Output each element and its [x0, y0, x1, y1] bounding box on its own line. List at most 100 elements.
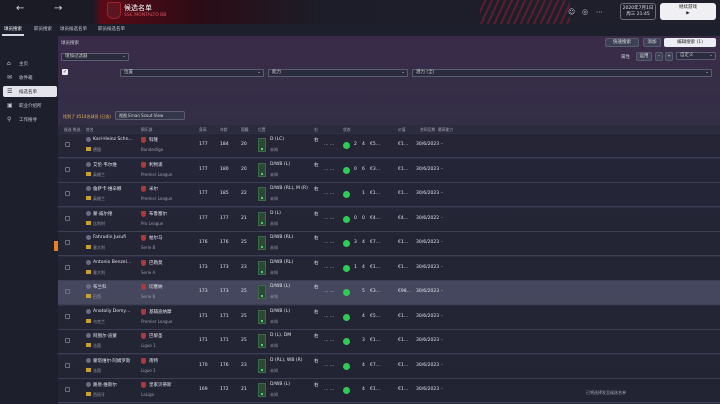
player-name[interactable]: 詹萨卡·维辛娜 [93, 187, 122, 192]
position-pitch-icon [258, 138, 266, 152]
row-checkbox[interactable] [65, 387, 70, 392]
globe-icon[interactable]: ◎ [582, 8, 589, 16]
quick-search-button[interactable]: 快速搜索 [605, 38, 639, 47]
table-row[interactable]: Anatoliy Demy… 乌克兰 基辅迪纳摩 Premier League 171 1… [58, 305, 720, 330]
potential-filter[interactable]: 潜力 (全) ⌄ [412, 69, 712, 77]
sidebar-item-job-search[interactable]: ⚲ 工作搜寻 [3, 114, 57, 125]
plus-button[interactable]: + [665, 52, 673, 61]
minus-button[interactable]: – [655, 52, 663, 61]
menu-icon[interactable]: ⋯ [596, 8, 603, 16]
sidebar-item-home[interactable]: ⌂ 主页 [3, 58, 57, 69]
row-checkbox[interactable] [65, 289, 70, 294]
col-height[interactable]: 身高 [199, 126, 207, 132]
table-row[interactable]: 蒙·威尔德 比利时 布鲁塞尔 Pro League 177 177 21 D (L) 未知 右 … … [58, 207, 720, 232]
tab-staff-search[interactable]: 职员搜索 [34, 27, 52, 32]
col-value[interactable]: 价值 [398, 126, 406, 132]
col-name[interactable]: 姓名 [86, 126, 94, 132]
club-name[interactable]: 布鲁塞尔 [149, 211, 167, 217]
view-dropdown[interactable]: 视图 Ernan Scout View [115, 111, 185, 120]
continue-button[interactable]: 继续游戏 ▶ [660, 3, 716, 20]
add-button[interactable]: 添加 [643, 38, 661, 47]
player-name[interactable]: 布兰科 [93, 285, 107, 290]
tab-player-shortlist[interactable]: 球员候选名单 [60, 27, 87, 32]
position-value: D/WB (L) [270, 284, 290, 289]
table-row[interactable]: 詹萨卡·维辛娜 英格兰 米尔 Premier League 177 185 22 D/WB (… [58, 183, 720, 207]
table-row[interactable]: Karl-Heinz Schn… 德国 科隆 Bundesliga 177 184 20 D … [58, 134, 720, 158]
add-filter-dropdown[interactable]: 增加过滤器 ⌄ [61, 53, 129, 61]
table-row[interactable]: 路易·维斯尔 西班牙 皇家贝蒂斯 LaLiga 169 172 21 D/WB (L) 未知 右 …… [58, 379, 720, 403]
player-name[interactable]: Fahrudin Jusufi [93, 235, 127, 240]
continue-label: 继续游戏 [679, 5, 697, 10]
club-name[interactable]: 利物浦 [149, 162, 163, 168]
row-checkbox[interactable] [65, 191, 70, 196]
col-club[interactable]: 俱乐部 [141, 126, 153, 132]
ability-filter[interactable]: 能力 ⌄ [268, 69, 408, 77]
position-filter[interactable]: 位置 ⌄ [120, 69, 264, 77]
table-row[interactable]: 蒙塔维尔·阿姆罗斯 法国 南特 Ligue 1 170 176 23 D (RL), WB (… [58, 354, 720, 379]
forward-arrow-icon[interactable]: → [54, 3, 63, 14]
col-select[interactable]: 候选 挑选 [64, 126, 81, 132]
player-nation: 西班牙 [93, 392, 105, 397]
row-checkbox[interactable] [65, 338, 70, 343]
club-name[interactable]: 切塞纳 [149, 285, 163, 290]
apply-button[interactable]: 运用 [636, 52, 652, 61]
tab-staff-shortlist[interactable]: 职员候选名单 [98, 27, 125, 32]
nation-flag-icon [86, 318, 91, 323]
player-icon [86, 186, 91, 191]
col-cond[interactable]: 状态 [343, 126, 351, 132]
player-name[interactable]: Karl-Heinz Schn… [93, 137, 133, 142]
person-icon[interactable]: ☺ [568, 8, 576, 16]
club-name[interactable]: 皇家贝蒂斯 [149, 383, 172, 388]
contract-value: 30/6/2022 [416, 215, 440, 221]
sidebar-item-inbox[interactable]: ✉ 收件箱 [3, 72, 57, 83]
col-max[interactable]: 最高能力 [438, 126, 454, 132]
club-name[interactable]: 米尔 [149, 187, 158, 192]
club-name[interactable]: 帕尔马 [149, 236, 163, 241]
col-age[interactable]: 年龄 [220, 126, 228, 132]
club-name[interactable]: 科隆 [149, 138, 158, 143]
row-checkbox[interactable] [65, 166, 70, 172]
row-checkbox[interactable] [65, 240, 70, 245]
player-name[interactable]: 蒙塔维尔·阿姆罗斯 [93, 358, 131, 364]
custom-dropdown[interactable]: 自定义 ⌄ [676, 52, 716, 60]
row-checkbox[interactable] [65, 215, 70, 221]
table-row[interactable]: 布兰科 巴西 切塞纳 Serie B 173 173 25 D/WB (L) 未知 右 … … 5 €3… [58, 281, 720, 305]
select-all-checkbox[interactable]: ✓ [62, 69, 68, 75]
stat-dots: … … [324, 215, 335, 221]
table-row[interactable]: 阿图尔·迪蒙 法国 巴黎圣 Ligue 1 171 171 25 D (L), DM 未知 右 … … [58, 330, 720, 354]
role-value: 未知 [270, 171, 278, 177]
player-name[interactable]: 路易·维斯尔 [93, 383, 117, 388]
club-name[interactable]: 基辅迪纳摩 [149, 309, 172, 315]
player-name[interactable]: 蒙·威尔德 [93, 211, 113, 217]
back-arrow-icon[interactable]: ← [16, 3, 25, 14]
table-row[interactable]: 艾伦·韦尔维 英格兰 利物浦 Premier League 177 180 20 D/WB (… [58, 158, 720, 183]
col-contract[interactable]: 合同至期 [420, 126, 436, 132]
player-name[interactable]: 艾伦·韦尔维 [93, 162, 117, 168]
row-checkbox[interactable] [65, 142, 70, 147]
row-checkbox[interactable] [65, 313, 70, 319]
player-name[interactable]: Anatoliy Demy… [93, 308, 131, 314]
club-name[interactable]: 南特 [149, 358, 158, 364]
sidebar-item-shortlist[interactable]: ☰ 候选名单 [3, 86, 57, 97]
sidebar-item-agency[interactable]: ▣ 职业介绍所 [3, 100, 57, 111]
tab-player-search[interactable]: 球员搜索 [4, 27, 22, 32]
table-row[interactable]: Antonio Benzel… 意大利 巴勒莫 Serie A 173 173 23 D/WB… [58, 256, 720, 281]
col-pos[interactable]: 位置 [258, 126, 266, 132]
player-name[interactable]: 阿图尔·迪蒙 [93, 334, 117, 339]
role-value: 未知 [270, 196, 278, 201]
col-foot[interactable]: 右 [314, 126, 318, 132]
row-checkbox[interactable] [65, 264, 70, 270]
club-name[interactable]: 巴勒莫 [149, 260, 163, 266]
player-name[interactable]: Antonio Benzel… [93, 259, 132, 265]
rating-value: 1 [354, 264, 357, 270]
club-name[interactable]: 巴黎圣 [149, 334, 163, 339]
club-badge-icon [141, 333, 146, 339]
date-box[interactable]: 2020年7月1日 周三 21:45 [620, 3, 656, 20]
edit-search-button[interactable]: 编辑搜索 (1) [664, 38, 716, 47]
col-nat[interactable]: 国籍 [241, 126, 249, 132]
table-row[interactable]: Fahrudin Jusufi 意大利 帕尔马 Serie B 176 176 25 D/WB… [54, 232, 720, 256]
contract-value: 30/6/2023 [416, 362, 440, 368]
league-name: Pro League [141, 220, 164, 226]
row-checkbox[interactable] [65, 362, 70, 368]
add-filter-label: 增加过滤器 [65, 54, 88, 59]
